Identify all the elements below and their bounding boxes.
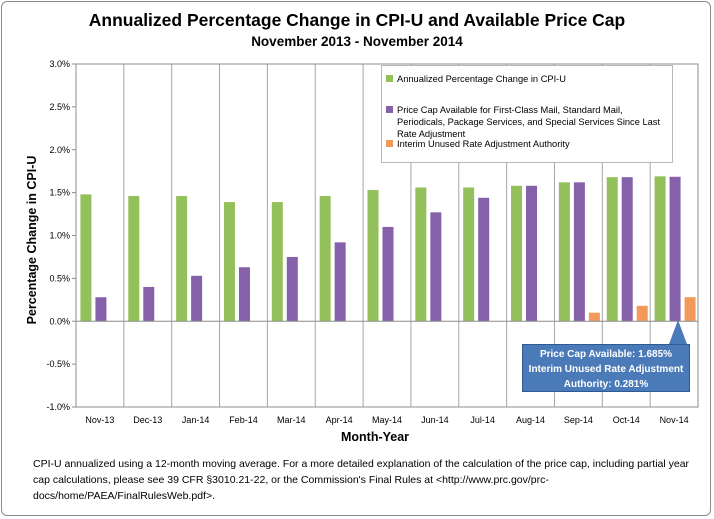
bar-cpi [223,202,235,322]
y-tick-label: 1.0% [49,231,70,241]
y-axis-label: Percentage Change in CPI-U [25,155,39,325]
callout-line-1: Price Cap Available: 1.685% [539,349,673,360]
annotation-callout: Price Cap Available: 1.685% Interim Unus… [522,344,690,392]
bar-price-cap [382,226,394,322]
bar-cpi [415,187,427,322]
bar-price-cap [238,267,250,322]
bar-price-cap [286,256,298,322]
x-tick-label: Jun-14 [421,415,449,425]
y-tick-label: 2.5% [49,102,70,112]
callout-arrow [669,320,687,344]
bar-cpi [271,202,283,322]
bar-price-cap [334,242,346,322]
bar-price-cap [478,197,490,322]
legend-item-price-cap: Price Cap Available for First-Class Mail… [386,104,668,140]
x-tick-label: Aug-14 [516,415,545,425]
x-tick-label: May-14 [372,415,402,425]
bars [80,176,696,322]
legend: Annualized Percentage Change in CPI-U Pr… [381,65,673,163]
footnote: CPI-U annualized using a 12-month moving… [33,458,690,502]
bar-cpi [606,177,618,322]
legend-swatch-price-cap [386,106,393,113]
bar-cpi [463,187,475,322]
y-tick-label: -1.0% [46,402,70,412]
bar-cpi [80,194,92,322]
bar-price-cap [191,275,203,322]
x-tick-label: Jul-14 [470,415,495,425]
callout-line-3: Authority: 0.281% [563,379,649,390]
bar-price-cap [573,182,585,322]
x-tick-label: Feb-14 [229,415,258,425]
x-tick-label: Nov-13 [85,415,114,425]
x-tick-label: Jan-14 [182,415,210,425]
bar-cpi [319,196,331,322]
bar-unused-authority [684,297,696,322]
y-tick-labels: -1.0% -0.5% 0.0% 0.5% 1.0% 1.5% 2.0% 2.5% 3.0% [46,59,70,412]
bar-cpi [367,190,379,322]
bar-price-cap [143,286,155,322]
legend-swatch-cpi [386,75,393,82]
bar-price-cap [430,212,442,322]
bar-price-cap [621,177,633,322]
x-tick-label: Sep-14 [564,415,593,425]
axes [72,63,699,408]
chart-title: Annualized Percentage Change in CPI-U an… [88,10,626,30]
legend-label-unused-authority: Interim Unused Rate Adjustment Authority [397,139,570,149]
bar-cpi [176,196,188,322]
bar-price-cap [669,176,681,322]
x-tick-label: Oct-14 [613,415,640,425]
legend-swatch-unused-authority [386,140,393,147]
bar-unused-authority [588,312,600,322]
x-tick-label: Dec-13 [133,415,162,425]
bar-cpi [511,185,523,322]
legend-label-price-cap: Price Cap Available for First-Class Mail… [397,105,661,139]
bar-cpi [128,196,140,322]
x-tick-label: Apr-14 [326,415,353,425]
y-tick-label: 3.0% [49,59,70,69]
y-tick-label: 1.5% [49,188,70,198]
y-tick-label: 0.0% [49,316,70,326]
x-tick-label: Nov-14 [660,415,689,425]
y-tick-label: 0.5% [49,273,70,283]
bar-price-cap [95,297,107,322]
y-tick-label: 2.0% [49,145,70,155]
legend-label-cpi: Annualized Percentage Change in CPI-U [397,74,566,84]
bar-cpi [558,182,570,322]
callout-line-2: Interim Unused Rate Adjustment [528,364,684,375]
bar-price-cap [526,185,538,322]
bar-cpi [654,176,666,322]
y-tick-label: -0.5% [46,359,70,369]
x-tick-label: Mar-14 [277,415,306,425]
bar-unused-authority [636,305,648,322]
legend-item-cpi: Annualized Percentage Change in CPI-U [386,73,666,85]
chart-subtitle: November 2013 - November 2014 [251,34,463,49]
x-axis-label: Month-Year [340,430,410,444]
legend-item-unused-authority: Interim Unused Rate Adjustment Authority [386,138,666,150]
x-tick-labels: Nov-13 Dec-13 Jan-14 Feb-14 Mar-14 Apr-14 May-… [85,415,688,425]
